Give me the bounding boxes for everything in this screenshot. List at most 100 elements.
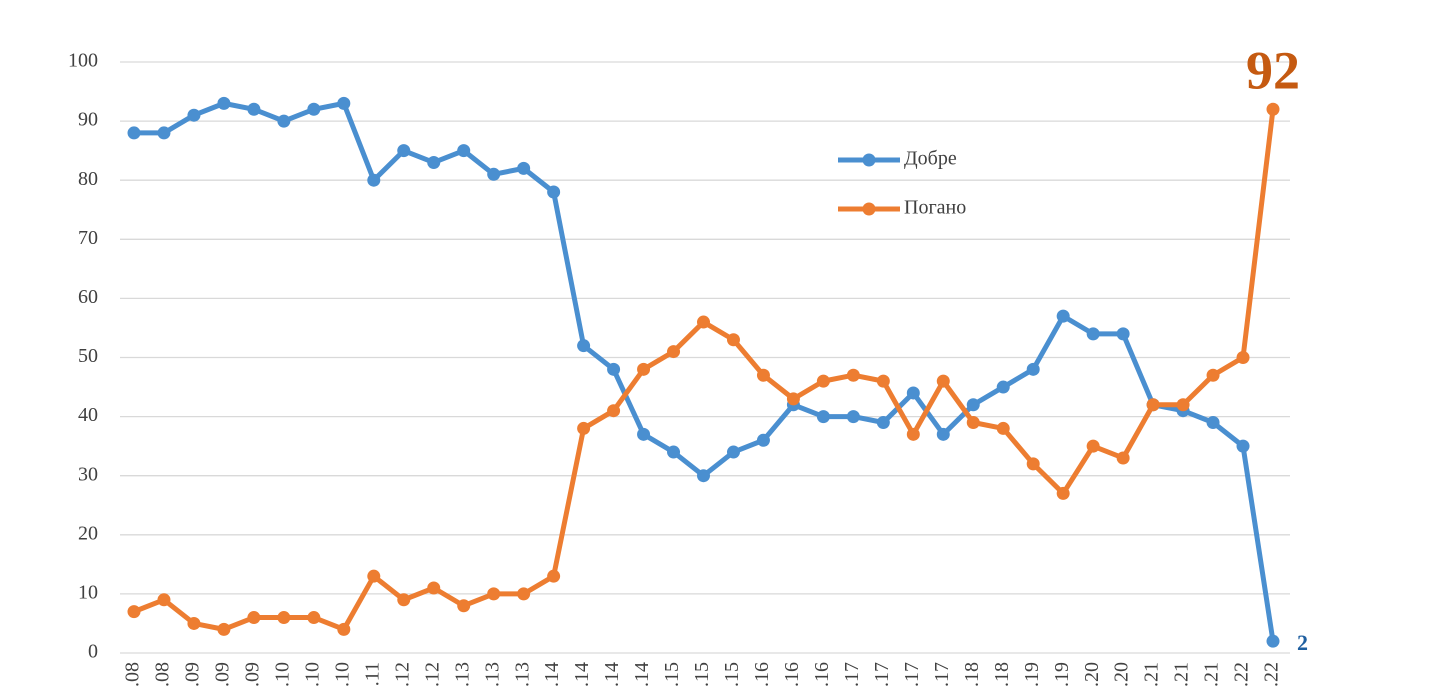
point: [457, 599, 471, 613]
x-tick-label: .14: [631, 662, 653, 687]
point: [1086, 327, 1100, 341]
point: [367, 569, 381, 583]
annotation: 2: [1297, 630, 1308, 655]
point: [1146, 398, 1160, 412]
x-tick-label: .17: [841, 662, 863, 687]
point: [667, 445, 681, 459]
point: [517, 161, 531, 175]
x-tick-label: .22: [1231, 662, 1253, 687]
point: [876, 374, 890, 388]
point: [607, 404, 621, 418]
x-tick-label: .10: [271, 662, 293, 687]
point: [217, 96, 231, 110]
x-tick-label: .20: [1081, 662, 1103, 687]
point: [487, 167, 501, 181]
point: [966, 398, 980, 412]
x-tick-label: .10: [301, 662, 323, 687]
point: [427, 155, 441, 169]
x-tick-label: .11: [361, 662, 383, 686]
point: [876, 416, 890, 430]
point: [786, 392, 800, 406]
y-tick-label: 100: [68, 50, 98, 72]
point: [397, 593, 411, 607]
x-tick-label: .19: [1051, 662, 1073, 687]
y-tick-label: 10: [78, 581, 98, 603]
point: [697, 469, 710, 483]
point: [187, 108, 201, 122]
x-tick-label: .12: [391, 662, 413, 687]
point: [547, 185, 561, 199]
point: [637, 362, 651, 376]
x-tick-label: .18: [961, 662, 983, 687]
point: [697, 315, 710, 329]
x-tick-label: .13: [511, 662, 533, 687]
line: [133, 108, 1276, 632]
x-tick-label: .09: [241, 662, 263, 687]
point: [846, 410, 860, 424]
point: [936, 374, 950, 388]
point: [607, 362, 621, 376]
point: [637, 427, 651, 441]
x-tick-label: .17: [901, 662, 923, 687]
x-tick-label: .21: [1171, 662, 1193, 687]
point: [906, 386, 920, 400]
point: [966, 416, 980, 430]
x-tick-label: .09: [212, 662, 234, 687]
point: [846, 368, 860, 382]
point: [1266, 102, 1280, 116]
x-tick-label: .14: [601, 662, 623, 687]
point: [307, 611, 321, 625]
legend-label: Добре: [904, 148, 957, 170]
y-tick-label: 40: [78, 404, 98, 426]
x-tick-label: .16: [781, 662, 803, 687]
x-tick-label: .18: [991, 662, 1013, 687]
x-tick-label: .10: [331, 662, 353, 687]
y-tick-label: 0: [88, 641, 98, 663]
point: [1236, 351, 1250, 364]
y-tick-label: 80: [78, 168, 98, 190]
point: [756, 433, 770, 447]
point: [577, 421, 591, 435]
point: [247, 102, 261, 116]
y-tick-label: 70: [78, 227, 98, 249]
point: [996, 421, 1010, 435]
x-tick-label: .15: [661, 662, 683, 687]
x-tick-label: .08: [122, 662, 144, 687]
legend-marker: [862, 153, 876, 167]
x-tick-label: .08: [152, 662, 174, 687]
point: [1236, 439, 1250, 453]
point: [1056, 309, 1070, 323]
x-tick-label: .20: [1111, 662, 1133, 687]
point: [1266, 634, 1280, 648]
point: [277, 611, 291, 625]
point: [996, 380, 1010, 394]
point: [577, 339, 591, 353]
point: [487, 587, 501, 601]
y-tick-label: 90: [78, 109, 98, 131]
y-tick-label: 20: [78, 522, 98, 544]
point: [307, 102, 321, 116]
x-tick-label: .19: [1021, 662, 1043, 687]
y-tick-label: 50: [78, 345, 98, 367]
point: [337, 96, 351, 110]
x-tick-label: .14: [541, 662, 563, 687]
point: [277, 114, 291, 128]
point: [127, 126, 141, 140]
point: [1206, 416, 1220, 430]
legend-label: Погано: [904, 197, 966, 219]
x-tick-label: .21: [1201, 662, 1223, 687]
point: [1116, 327, 1130, 341]
point: [1026, 362, 1040, 376]
x-tick-label: .09: [182, 662, 204, 687]
point: [517, 587, 531, 601]
point: [427, 581, 441, 595]
x-tick-label: .21: [1141, 662, 1163, 687]
point: [756, 368, 770, 382]
x-tick-label: .17: [931, 662, 953, 687]
point: [1056, 486, 1070, 500]
point: [337, 622, 351, 636]
x-tick-label: .16: [751, 662, 773, 687]
point: [247, 611, 261, 625]
point: [157, 593, 171, 607]
